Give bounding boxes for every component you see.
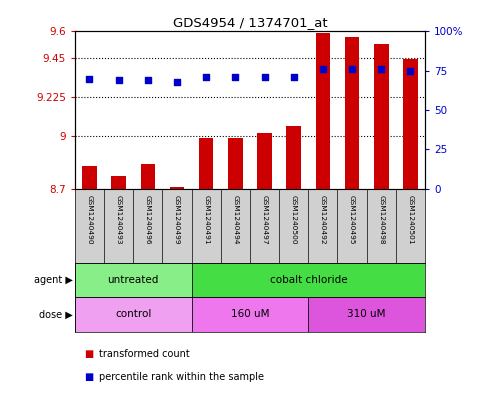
Point	[202, 74, 210, 80]
Text: GSM1240499: GSM1240499	[174, 195, 180, 244]
Text: ■: ■	[85, 349, 94, 359]
Text: untreated: untreated	[108, 275, 159, 285]
Bar	[345, 37, 359, 189]
Text: dose ▶: dose ▶	[39, 309, 72, 320]
Text: GSM1240501: GSM1240501	[408, 195, 413, 244]
Bar	[192, 263, 425, 297]
Point	[290, 74, 298, 80]
Bar	[308, 297, 425, 332]
Text: cobalt chloride: cobalt chloride	[270, 275, 347, 285]
Bar	[286, 126, 301, 189]
Text: GSM1240491: GSM1240491	[203, 195, 209, 244]
Text: GSM1240497: GSM1240497	[261, 195, 268, 244]
Bar	[112, 176, 126, 189]
Text: transformed count: transformed count	[99, 349, 190, 359]
Bar	[228, 138, 242, 189]
Bar	[315, 33, 330, 189]
Text: GSM1240498: GSM1240498	[378, 195, 384, 244]
Text: GSM1240496: GSM1240496	[145, 195, 151, 244]
Bar	[170, 187, 185, 189]
Text: GSM1240500: GSM1240500	[291, 195, 297, 244]
Point	[261, 74, 269, 80]
Bar	[403, 59, 418, 189]
Text: percentile rank within the sample: percentile rank within the sample	[99, 372, 264, 382]
Point	[319, 66, 327, 72]
Point	[173, 79, 181, 85]
Point	[115, 77, 123, 83]
Bar	[82, 166, 97, 189]
Bar	[141, 164, 155, 189]
Title: GDS4954 / 1374701_at: GDS4954 / 1374701_at	[172, 16, 327, 29]
Bar	[192, 297, 308, 332]
Bar	[75, 263, 192, 297]
Bar	[257, 133, 272, 189]
Text: GSM1240490: GSM1240490	[86, 195, 92, 244]
Bar	[75, 297, 192, 332]
Bar	[374, 44, 388, 189]
Point	[377, 66, 385, 72]
Text: GSM1240495: GSM1240495	[349, 195, 355, 244]
Point	[144, 77, 152, 83]
Text: GSM1240493: GSM1240493	[115, 195, 122, 244]
Text: GSM1240494: GSM1240494	[232, 195, 239, 244]
Point	[348, 66, 356, 72]
Point	[407, 68, 414, 74]
Text: 310 uM: 310 uM	[347, 309, 386, 320]
Bar	[199, 138, 213, 189]
Point	[85, 75, 93, 82]
Point	[231, 74, 239, 80]
Text: GSM1240492: GSM1240492	[320, 195, 326, 244]
Text: agent ▶: agent ▶	[34, 275, 72, 285]
Text: 160 uM: 160 uM	[231, 309, 269, 320]
Text: control: control	[115, 309, 151, 320]
Text: ■: ■	[85, 372, 94, 382]
